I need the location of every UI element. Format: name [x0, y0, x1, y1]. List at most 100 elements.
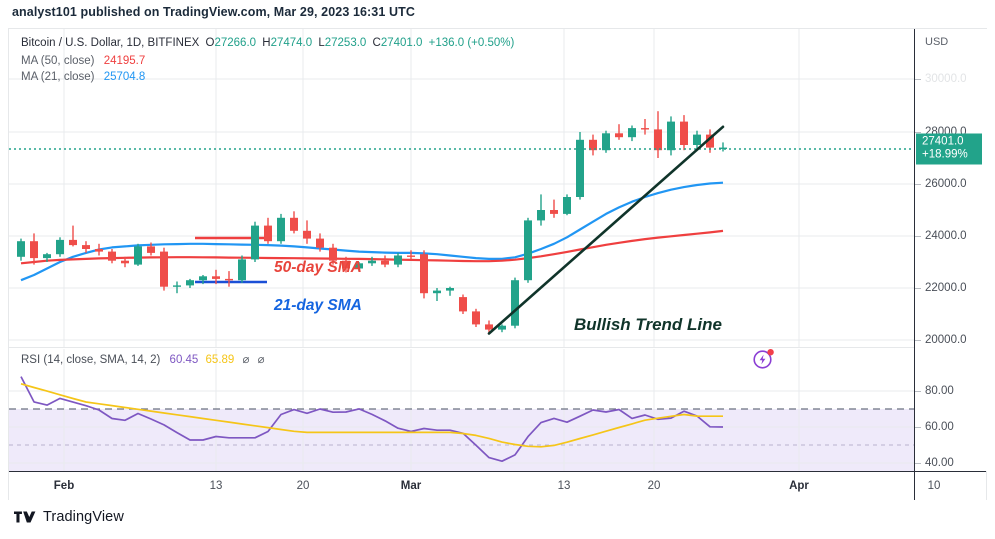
candle-body [381, 260, 389, 265]
price-tick-mark-3 [915, 236, 921, 237]
candle-body [355, 263, 363, 269]
candle-body [511, 280, 519, 326]
candlestick-series [17, 111, 727, 334]
sma-21-label: 21-day SMA [274, 297, 362, 314]
candle-body [602, 133, 610, 151]
price-tick-4: 22000.0 [925, 282, 967, 294]
candle-body [563, 197, 571, 214]
price-pane[interactable] [9, 29, 914, 347]
candle-body [108, 251, 116, 261]
rsi-series-sma [20, 382, 723, 448]
candle-body [420, 254, 428, 294]
price-tick-0: 30000.0 [925, 73, 967, 85]
time-tick-1: 13 [209, 480, 223, 492]
rsi-tick-0: 80.00 [925, 385, 954, 397]
rsi-pane[interactable] [9, 349, 914, 471]
candle-body [693, 134, 701, 145]
candle-body [719, 147, 727, 149]
price-tick-mark-4 [915, 288, 921, 289]
pane-divider [9, 347, 914, 348]
candle-body [524, 220, 532, 281]
candle-body [446, 288, 454, 291]
candle-body [706, 134, 714, 148]
price-axis-unit: USD [925, 36, 949, 48]
price-axis[interactable]: USD 30000.0 28000.0 26000.0 24000.0 22000.0 2… [914, 29, 987, 471]
rsi-band [9, 409, 914, 471]
tradingview-logo-icon [14, 510, 36, 524]
rsi-tick-1: 60.00 [925, 421, 954, 433]
tradingview-brand[interactable]: TradingView [14, 509, 124, 525]
time-tick-5: 20 [647, 480, 661, 492]
candle-body [628, 128, 636, 138]
price-tick-mark-5 [915, 340, 921, 341]
candle-body [186, 280, 194, 286]
candle-body [212, 276, 220, 279]
time-tick-0: Feb [53, 480, 75, 492]
candle-body [329, 247, 337, 261]
publisher-line: analyst101 published on TradingView.com,… [12, 5, 415, 19]
current-price-change: +18.99% [922, 148, 968, 161]
candle-body [30, 241, 38, 259]
candle-body [251, 225, 259, 260]
candle-body [277, 217, 285, 242]
candle-body [17, 241, 25, 257]
price-tick-5: 20000.0 [925, 334, 967, 346]
trend-line-label: Bullish Trend Line [574, 315, 722, 334]
candle-body [173, 285, 181, 287]
rsi-tick-mark-1 [915, 427, 921, 428]
candle-body [303, 230, 311, 239]
time-axis[interactable]: Feb 13 20 Mar 13 20 Apr 10 [9, 471, 986, 500]
candle-body [537, 210, 545, 221]
rsi-series-rsi [20, 376, 724, 463]
sma-50-label: 50-day SMA [274, 259, 362, 276]
price-tick-2: 26000.0 [925, 178, 967, 190]
candle-body [615, 133, 623, 138]
candle-body [342, 260, 350, 269]
candle-body [225, 278, 233, 281]
price-tick-mark-0 [915, 79, 921, 80]
candle-body [82, 245, 90, 249]
candle-body [290, 217, 298, 231]
bullish-trend-line[interactable] [487, 125, 725, 335]
candle-body [43, 254, 51, 259]
time-tick-7: 10 [927, 480, 941, 492]
current-price-value: 27401.0 [922, 135, 964, 148]
price-tick-3: 24000.0 [925, 230, 967, 242]
candle-body [459, 297, 467, 312]
candle-body [238, 259, 246, 281]
price-tick-mark-1 [915, 132, 921, 133]
candle-body [160, 251, 168, 287]
candle-body [95, 249, 103, 252]
rsi-tick-mark-2 [915, 463, 921, 464]
candle-body [199, 276, 207, 281]
candle-body [485, 324, 493, 330]
candle-body [368, 260, 376, 264]
candle-body [550, 210, 558, 214]
candle-body [641, 128, 649, 130]
time-tick-6: Apr [789, 480, 809, 492]
rsi-tick-mark-0 [915, 391, 921, 392]
lightning-bolt-badge-icon[interactable] [752, 347, 775, 370]
candle-body [56, 239, 64, 255]
plot-area[interactable] [9, 29, 914, 471]
candle-body [316, 238, 324, 248]
time-tick-2: 20 [296, 480, 310, 492]
rsi-tick-2: 40.00 [925, 457, 954, 469]
price-chart-svg [9, 29, 914, 347]
candle-body [134, 246, 142, 265]
chart-frame: Bitcoin / U.S. Dollar, 1D, BITFINEX O272… [8, 28, 987, 500]
tradingview-brand-name: TradingView [43, 509, 124, 525]
candle-body [147, 246, 155, 253]
candle-body [498, 325, 506, 330]
price-tick-mark-2 [915, 184, 921, 185]
rsi-chart-svg [9, 349, 914, 471]
candle-body [654, 129, 662, 151]
candle-body [264, 225, 272, 242]
axis-corner-divider [914, 471, 915, 500]
candle-body [472, 311, 480, 325]
time-tick-4: 13 [557, 480, 571, 492]
candle-body [69, 239, 77, 246]
candle-body [121, 260, 129, 264]
candle-body [576, 139, 584, 197]
